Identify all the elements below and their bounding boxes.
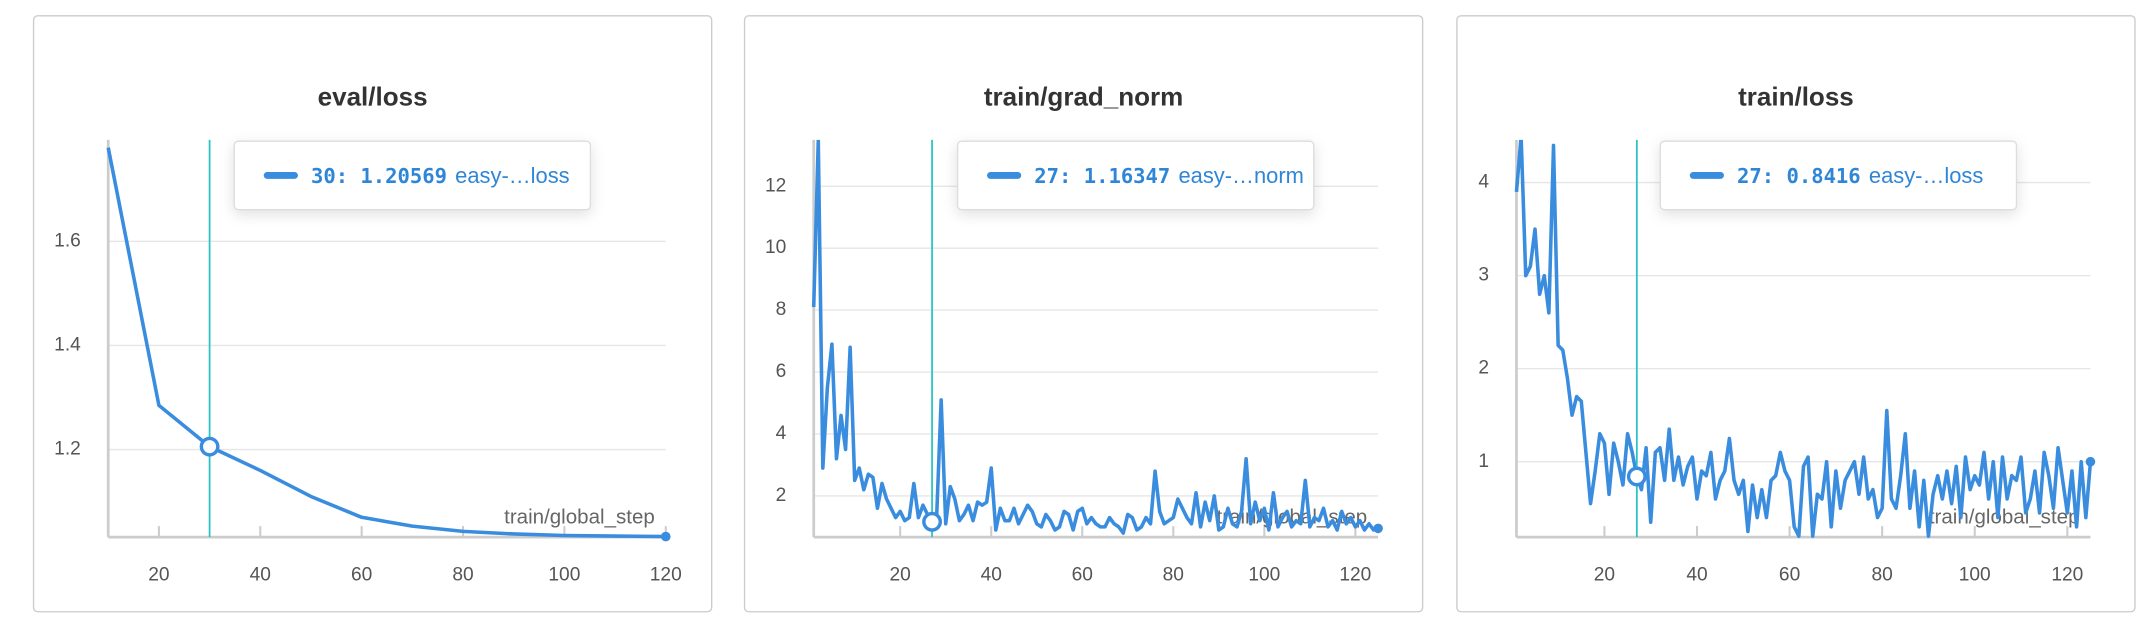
tooltip-x: 30 xyxy=(311,164,336,188)
x-tick-label: 120 xyxy=(1339,565,1371,586)
tooltip-x: 27 xyxy=(1737,164,1762,188)
x-axis-label: train/global_step xyxy=(504,505,655,528)
chart-panel: eval/loss 1.2 1.4 1.6 20 40 60 80 100 120 train/gl… xyxy=(32,15,713,613)
tooltip-name: easy-…loss xyxy=(1869,163,1983,188)
y-tick-label: 4 xyxy=(776,423,787,444)
x-tick-label: 40 xyxy=(981,565,1002,586)
chart-title: train/loss xyxy=(1738,82,1854,112)
tooltip-box xyxy=(1659,140,2018,211)
x-tick-label: 60 xyxy=(1779,565,1800,586)
x-tick-label: 100 xyxy=(1248,565,1280,586)
x-tick-label: 80 xyxy=(1872,565,1893,586)
tooltip-text: 27: 1.16347 easy-…norm xyxy=(1034,163,1304,188)
tooltip-box xyxy=(233,140,592,211)
x-tick-label: 120 xyxy=(2051,565,2083,586)
tooltip-name: easy-…loss xyxy=(455,163,569,188)
series-line xyxy=(1514,139,2093,538)
hover-point xyxy=(1626,466,1647,487)
x-tick-label: 20 xyxy=(148,565,169,586)
tooltip: 27: 1.16347 easy-…norm xyxy=(956,140,1315,211)
x-axis-label: train/global_step xyxy=(1929,505,2080,528)
chart-panel: train/loss 1 2 3 4 20 40 60 80 100 120 train/global… xyxy=(1456,15,2136,613)
hover-point xyxy=(199,436,220,457)
y-tick-label: 2 xyxy=(1478,358,1489,379)
tooltip-text: 30: 1.20569 easy-…loss xyxy=(311,163,570,188)
tooltip-value: 1.16347 xyxy=(1084,164,1171,188)
y-tick-label: 10 xyxy=(765,237,786,258)
end-point xyxy=(2085,456,2096,467)
x-tick-label: 80 xyxy=(1163,565,1184,586)
tooltip-value: 0.8416 xyxy=(1786,164,1860,188)
tooltip-box xyxy=(956,140,1315,211)
x-tick-label: 20 xyxy=(890,565,911,586)
y-tick-label: 12 xyxy=(765,175,786,196)
series-line xyxy=(811,139,1379,535)
x-tick-label: 60 xyxy=(351,565,372,586)
y-tick-label: 1.4 xyxy=(54,335,81,356)
tooltip: 30: 1.20569 easy-…loss xyxy=(233,140,592,211)
y-tick-label: 6 xyxy=(776,361,787,382)
x-tick-label: 40 xyxy=(1686,565,1707,586)
tooltip-name: easy-…norm xyxy=(1178,163,1303,188)
tooltip: 27: 0.8416 easy-…loss xyxy=(1659,140,2018,211)
x-tick-label: 100 xyxy=(548,565,580,586)
tooltip-value: 1.20569 xyxy=(360,164,447,188)
y-tick-label: 4 xyxy=(1478,172,1489,193)
tooltip-x: 27 xyxy=(1034,164,1059,188)
x-tick-label: 120 xyxy=(650,565,682,586)
end-point xyxy=(1373,523,1383,534)
tooltip-colon: : xyxy=(1762,164,1787,188)
y-tick-label: 1.2 xyxy=(54,439,81,460)
chart-title: train/grad_norm xyxy=(984,82,1184,112)
x-tick-label: 40 xyxy=(250,565,271,586)
y-tick-label: 8 xyxy=(776,299,787,320)
tooltip-colon: : xyxy=(336,164,361,188)
y-tick-label: 2 xyxy=(776,485,787,506)
y-tick-label: 3 xyxy=(1478,265,1489,286)
series-line xyxy=(106,147,666,539)
tooltip-text: 27: 0.8416 easy-…loss xyxy=(1737,163,1983,188)
tooltip-colon: : xyxy=(1059,164,1084,188)
x-tick-label: 20 xyxy=(1594,565,1615,586)
hover-point xyxy=(922,511,942,532)
x-tick-label: 100 xyxy=(1959,565,1991,586)
chart-title: eval/loss xyxy=(318,82,428,112)
x-tick-label: 80 xyxy=(452,565,473,586)
end-point xyxy=(660,531,671,542)
x-tick-label: 60 xyxy=(1072,565,1093,586)
y-tick-label: 1.6 xyxy=(54,230,81,251)
y-tick-label: 1 xyxy=(1478,451,1489,472)
